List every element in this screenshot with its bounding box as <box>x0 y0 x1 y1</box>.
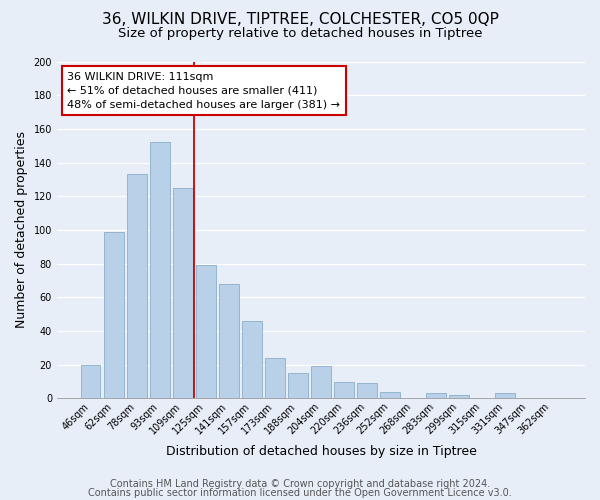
Bar <box>288 373 308 398</box>
Bar <box>219 284 239 399</box>
Text: Size of property relative to detached houses in Tiptree: Size of property relative to detached ho… <box>118 28 482 40</box>
Bar <box>265 358 284 399</box>
Bar <box>104 232 124 398</box>
Y-axis label: Number of detached properties: Number of detached properties <box>15 132 28 328</box>
Bar <box>357 383 377 398</box>
Text: 36 WILKIN DRIVE: 111sqm
← 51% of detached houses are smaller (411)
48% of semi-d: 36 WILKIN DRIVE: 111sqm ← 51% of detache… <box>67 72 340 110</box>
Text: Contains HM Land Registry data © Crown copyright and database right 2024.: Contains HM Land Registry data © Crown c… <box>110 479 490 489</box>
Text: Contains public sector information licensed under the Open Government Licence v3: Contains public sector information licen… <box>88 488 512 498</box>
Text: 36, WILKIN DRIVE, TIPTREE, COLCHESTER, CO5 0QP: 36, WILKIN DRIVE, TIPTREE, COLCHESTER, C… <box>101 12 499 28</box>
X-axis label: Distribution of detached houses by size in Tiptree: Distribution of detached houses by size … <box>166 444 476 458</box>
Bar <box>127 174 146 398</box>
Bar <box>242 321 262 398</box>
Bar <box>311 366 331 398</box>
Bar <box>380 392 400 398</box>
Bar <box>334 382 354 398</box>
Bar <box>81 364 100 398</box>
Bar <box>426 394 446 398</box>
Bar <box>196 266 215 398</box>
Bar <box>150 142 170 398</box>
Bar <box>173 188 193 398</box>
Bar <box>496 394 515 398</box>
Bar <box>449 395 469 398</box>
